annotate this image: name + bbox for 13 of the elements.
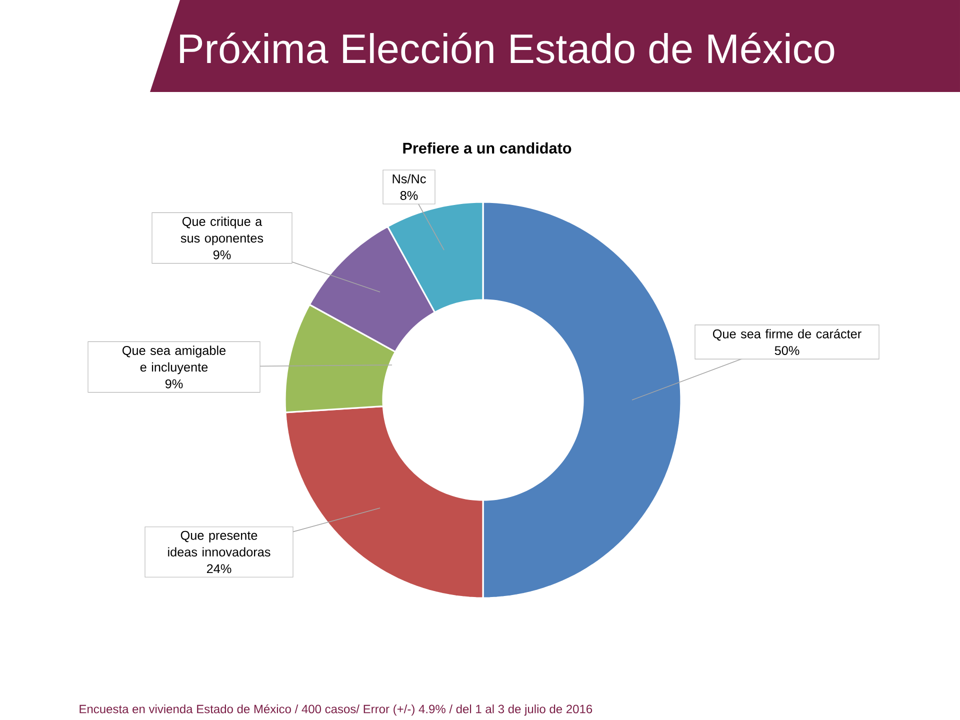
slice-label: Que sea amigable e incluyente: [122, 346, 226, 374]
data-label: 24%: [206, 564, 232, 574]
chart-title: Próxima Elección Estado de México: [180, 32, 834, 64]
chart-subtitle: Prefiere a un candidato: [403, 142, 572, 154]
slice-label: Que critique a sus oponentes: [180, 216, 264, 246]
slice-label: Que sea firme de carácter: [712, 328, 862, 341]
data-label: 50%: [774, 346, 800, 356]
text: Encuesta en vivienda Estado de México / 400 casos/ Error (+/-) 4.9% / del 1 al 3 de julio de 2016: [80, 704, 592, 716]
data-label: 9%: [213, 250, 231, 260]
data-label: 8%: [400, 190, 418, 200]
data-label: 9%: [165, 379, 183, 388]
slice-label: Ns/Nc: [392, 174, 426, 184]
slice-label: Que presente ideas innovadoras: [168, 530, 270, 556]
